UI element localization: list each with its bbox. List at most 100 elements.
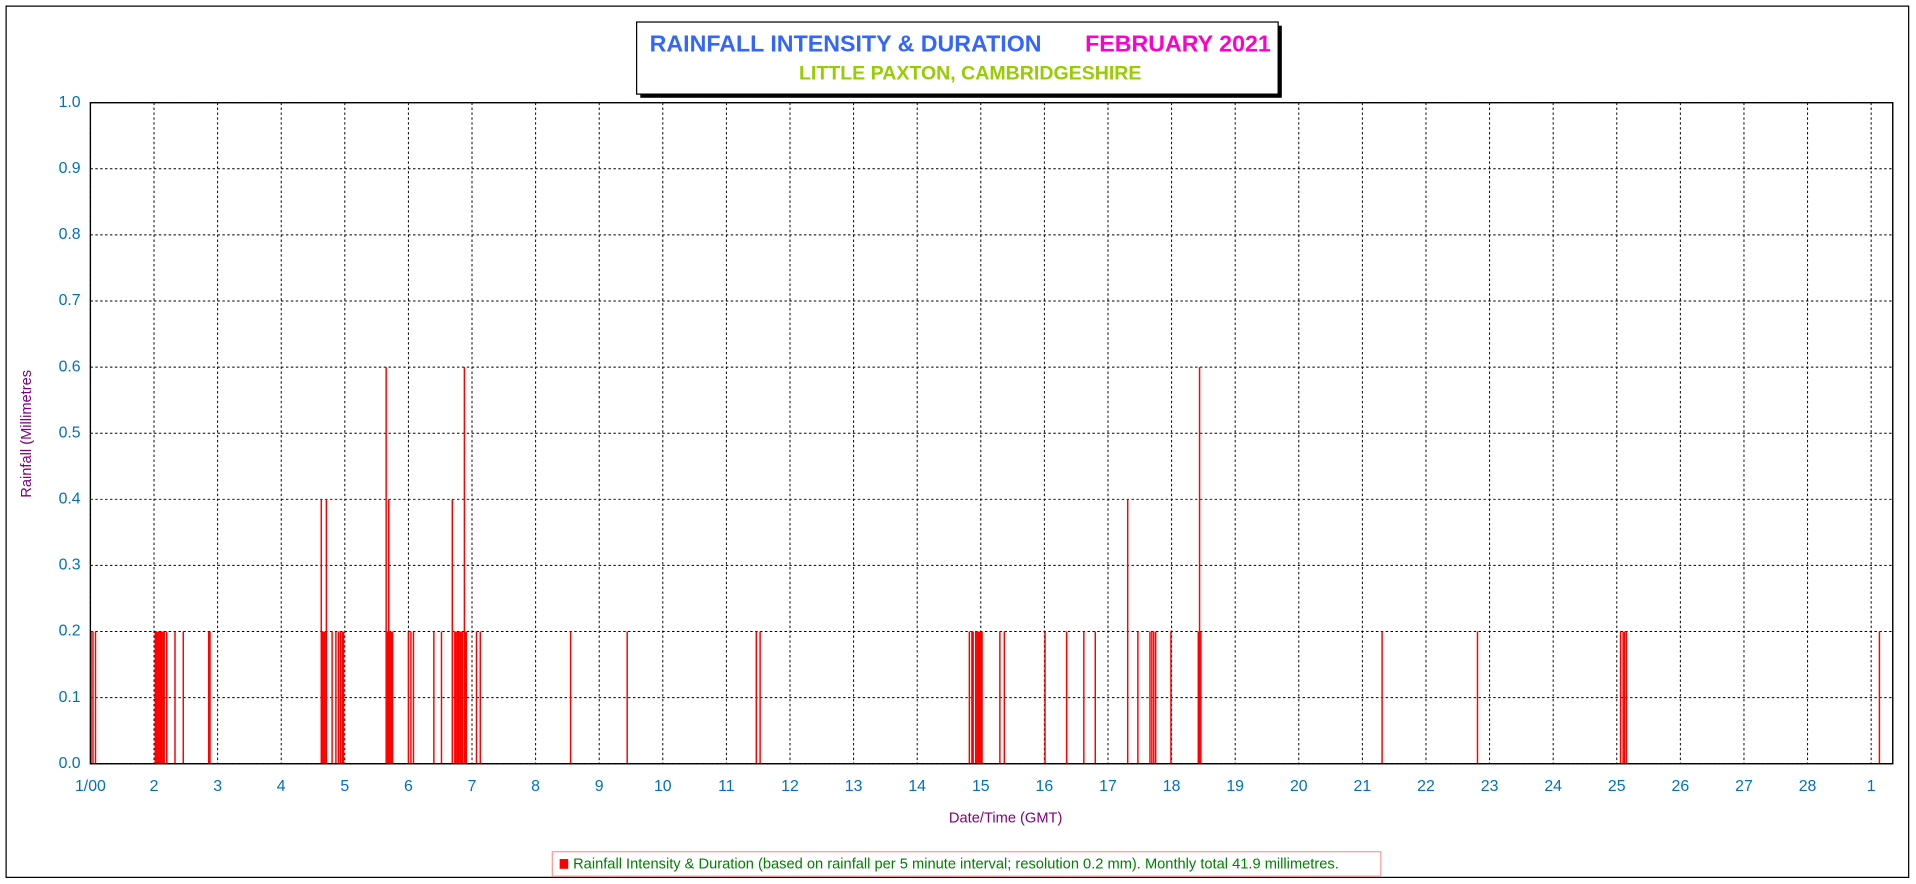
bar [972, 631, 974, 764]
bar [977, 631, 979, 764]
x-tick-label: 17 [1099, 778, 1117, 795]
bar [999, 631, 1001, 764]
legend-box [551, 851, 1382, 877]
bar [1476, 631, 1479, 764]
bar [976, 631, 978, 764]
bar [569, 631, 572, 764]
bar [1623, 631, 1626, 764]
bar [981, 631, 983, 764]
bar [323, 631, 325, 764]
x-axis-label: Date/Time (GMT) [949, 811, 1062, 827]
bar [1170, 631, 1172, 764]
bar [387, 499, 390, 764]
bar [386, 631, 389, 764]
bar [154, 631, 157, 764]
bar [162, 631, 164, 764]
x-tick-label: 1 [1867, 778, 1876, 795]
y-tick-label: 0.4 [59, 490, 81, 507]
y-tick-label: 0.5 [59, 424, 81, 441]
y-tick-label: 0.9 [59, 160, 81, 177]
bar [410, 631, 412, 764]
bar [335, 631, 337, 764]
bar [94, 631, 97, 764]
bar [342, 631, 345, 764]
x-tick-label: 28 [1799, 778, 1817, 795]
bar [1083, 631, 1085, 764]
x-tick-label: 6 [404, 778, 413, 795]
x-tick-label: 25 [1608, 778, 1626, 795]
bar [341, 631, 344, 764]
bar [92, 631, 94, 764]
x-tick-label: 2 [150, 778, 159, 795]
bar [1200, 631, 1202, 764]
chart-title: RAINFALL INTENSITY & DURATION [650, 30, 1042, 56]
x-tick-label: 3 [213, 778, 222, 795]
y-tick-label: 0.1 [59, 689, 81, 706]
bar [157, 631, 159, 764]
bar [90, 631, 92, 764]
bar [1044, 631, 1046, 764]
bar [459, 631, 461, 764]
bar [440, 631, 443, 764]
bar [978, 631, 981, 764]
bar [1094, 631, 1097, 764]
x-tick-label: 8 [531, 778, 540, 795]
x-tick-label: 22 [1417, 778, 1435, 795]
bar [455, 631, 457, 764]
bar [463, 367, 466, 764]
chart-subtitle: LITTLE PAXTON, CAMBRIDGESHIRE [799, 63, 1141, 85]
x-tick-label: 15 [972, 778, 990, 795]
bar [1153, 631, 1155, 764]
bar [1625, 631, 1628, 764]
x-tick-label: 7 [468, 778, 477, 795]
bar [457, 631, 460, 764]
x-tick-label: 19 [1226, 778, 1244, 795]
bar [207, 631, 210, 764]
bar [1065, 631, 1068, 764]
bar [1198, 367, 1201, 764]
bar [464, 631, 466, 764]
y-tick-label: 0.6 [59, 358, 81, 375]
bar [407, 631, 410, 764]
bar [209, 631, 211, 764]
x-tick-label: 18 [1163, 778, 1181, 795]
x-tick-label: 27 [1735, 778, 1753, 795]
x-tick-label: 21 [1354, 778, 1372, 795]
bar [390, 631, 392, 764]
y-tick-label: 0.8 [59, 226, 81, 243]
bar [1149, 631, 1151, 764]
bar [320, 499, 323, 764]
bar [1619, 631, 1622, 764]
bar [454, 631, 456, 764]
bar [337, 631, 340, 764]
bar [412, 631, 415, 764]
bar [325, 499, 328, 764]
legend-swatch [559, 859, 569, 869]
x-tick-label: 1/00 [75, 778, 106, 795]
bar [626, 631, 628, 764]
bar [1622, 631, 1624, 764]
bar [433, 631, 435, 764]
bar [475, 631, 478, 764]
bar [1381, 631, 1383, 764]
x-tick-label: 12 [781, 778, 799, 795]
bar [1154, 631, 1157, 764]
bar [465, 631, 468, 764]
bar [974, 631, 977, 764]
bar [1126, 499, 1129, 764]
chart-title-date: FEBRUARY 2021 [1085, 30, 1271, 56]
legend-label: Rainfall Intensity & Duration (based on … [573, 856, 1339, 872]
x-tick-label: 11 [718, 778, 735, 795]
bar [339, 631, 342, 764]
bar [980, 631, 982, 764]
bar [331, 631, 333, 764]
x-tick-label: 16 [1036, 778, 1054, 795]
bar [1151, 631, 1153, 764]
x-tick-label: 4 [277, 778, 286, 795]
bar [461, 631, 464, 764]
bar [759, 631, 761, 764]
bar [160, 631, 163, 764]
y-tick-label: 0.3 [59, 557, 81, 574]
x-tick-label: 23 [1481, 778, 1499, 795]
